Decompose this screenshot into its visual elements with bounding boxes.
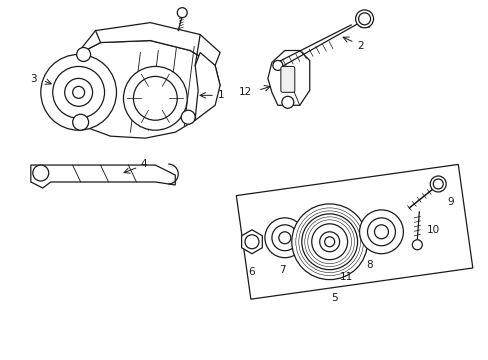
Polygon shape [241,230,262,254]
Circle shape [73,114,88,130]
Text: 3: 3 [30,75,37,84]
Circle shape [123,67,187,130]
Circle shape [73,86,84,98]
Circle shape [319,232,339,252]
Circle shape [77,48,90,62]
Circle shape [324,237,334,247]
Text: 1: 1 [218,90,224,100]
Polygon shape [195,53,220,120]
Text: 12: 12 [238,87,251,97]
Polygon shape [267,50,309,105]
FancyBboxPatch shape [280,67,294,92]
Circle shape [133,76,177,120]
Polygon shape [31,165,175,188]
Circle shape [278,232,290,244]
Circle shape [311,224,347,260]
Circle shape [432,179,442,189]
Circle shape [272,60,282,71]
Text: 5: 5 [331,293,338,302]
Text: 7: 7 [279,265,285,275]
Circle shape [429,176,446,192]
Circle shape [291,204,367,280]
Circle shape [53,67,104,118]
Circle shape [181,110,195,124]
Circle shape [359,210,403,254]
Circle shape [281,96,293,108]
Circle shape [271,225,297,251]
Text: 10: 10 [427,225,440,235]
Polygon shape [56,41,220,138]
Circle shape [41,54,116,130]
Circle shape [367,218,395,246]
Text: 6: 6 [248,267,255,276]
Text: 2: 2 [357,41,364,50]
Text: 9: 9 [447,197,453,207]
Text: 8: 8 [366,260,372,270]
Circle shape [358,13,370,25]
Polygon shape [76,23,220,66]
Circle shape [244,235,259,249]
Polygon shape [236,165,472,299]
Circle shape [355,10,373,28]
Circle shape [301,214,357,270]
Circle shape [374,225,387,239]
Circle shape [33,165,49,181]
Circle shape [264,218,304,258]
Circle shape [177,8,187,18]
Circle shape [411,240,422,250]
Text: 4: 4 [140,159,147,169]
Text: 11: 11 [339,272,352,282]
Circle shape [64,78,92,106]
